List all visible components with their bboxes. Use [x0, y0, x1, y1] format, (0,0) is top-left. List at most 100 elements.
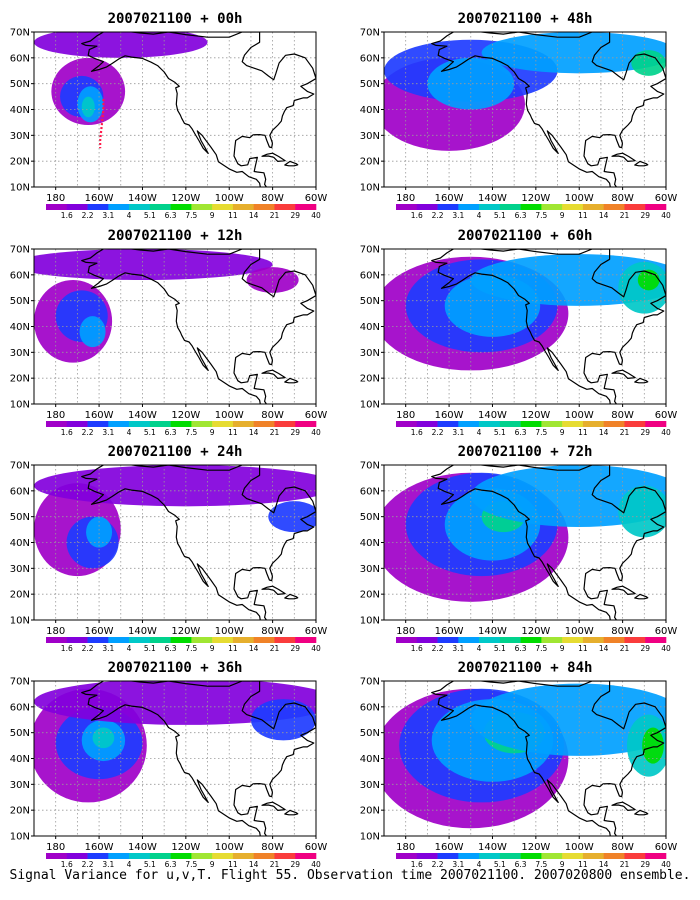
lat-tick-label: 40N [360, 322, 380, 333]
lat-tick-label: 40N [10, 538, 30, 549]
lon-tick-label: 60W [305, 626, 328, 637]
colorbar-label: 1.6 [61, 860, 73, 869]
colorbar-label: 3.1 [102, 428, 114, 437]
lat-tick-label: 30N [10, 131, 30, 142]
grid [384, 465, 666, 620]
colorbar-swatch [232, 637, 254, 643]
colorbar-label: 11 [228, 644, 238, 653]
colorbar: 1.6 2.2 3.1 4 5.1 6.3 7.5 9 11 14 21 29 40 [396, 637, 671, 653]
lat-tick-label: 10N [360, 400, 380, 411]
colorbar-swatch [416, 204, 438, 210]
lat-tick-label: 70N [360, 245, 380, 256]
colorbar-label: 5.1 [494, 644, 506, 653]
panel-title: 2007021100 + 24h [108, 444, 243, 460]
lat-tick-label: 50N [360, 512, 380, 523]
lon-tick-label: 60W [305, 193, 328, 204]
lon-tick-label: 80W [611, 410, 634, 421]
field-contour [250, 699, 316, 741]
colorbar-label: 9 [210, 644, 215, 653]
colorbar-label: 14 [249, 211, 259, 220]
colorbar-label: 7.5 [185, 644, 197, 653]
grid [34, 465, 316, 620]
colorbar-swatch [212, 853, 234, 859]
lon-tick-label: 80W [611, 842, 634, 853]
colorbar-swatch [582, 637, 604, 643]
colorbar-label: 1.6 [61, 428, 73, 437]
colorbar-label: 5.1 [144, 644, 156, 653]
lon-tick-label: 120W [171, 626, 200, 637]
field-contour [86, 516, 113, 548]
lat-tick-label: 10N [10, 400, 30, 411]
colorbar-label: 4 [477, 644, 482, 653]
colorbar-swatch [170, 204, 192, 210]
colorbar-swatch [212, 204, 234, 210]
lon-tick-label: 160W [435, 193, 464, 204]
colorbar-label: 21 [270, 211, 280, 220]
colorbar-label: 40 [311, 860, 321, 869]
lat-tick-label: 50N [360, 728, 380, 739]
colorbar-swatch [66, 204, 88, 210]
lon-tick-label: 180 [46, 842, 65, 853]
lat-tick-label: 40N [10, 322, 30, 333]
colorbar-swatch [66, 637, 88, 643]
colorbar-label: 7.5 [185, 860, 197, 869]
colorbar-swatch [437, 637, 459, 643]
colorbar: 1.6 2.2 3.1 4 5.1 6.3 7.5 9 11 14 21 29 40 [396, 853, 671, 869]
panel-title: 2007021100 + 48h [458, 11, 593, 27]
lon-tick-label: 60W [655, 842, 678, 853]
colorbar-label: 40 [311, 428, 321, 437]
colorbar-swatch [645, 637, 667, 643]
colorbar-swatch [295, 637, 317, 643]
lat-tick-label: 60N [10, 53, 30, 64]
colorbar-label: 29 [640, 860, 650, 869]
colorbar-label: 4 [127, 644, 132, 653]
colorbar-swatch [582, 421, 604, 427]
colorbar-swatch [87, 637, 109, 643]
colorbar-label: 4 [477, 428, 482, 437]
colorbar-label: 40 [311, 644, 321, 653]
lon-tick-label: 160W [85, 626, 114, 637]
colorbar-label: 40 [311, 211, 321, 220]
colorbar-swatch [253, 204, 275, 210]
lon-tick-label: 120W [171, 410, 200, 421]
colorbar-swatch [645, 853, 667, 859]
colorbar-label: 5.1 [144, 211, 156, 220]
lon-tick-label: 100W [565, 193, 594, 204]
colorbar-swatch [479, 637, 501, 643]
colorbar-label: 3.1 [102, 211, 114, 220]
lon-tick-label: 60W [655, 626, 678, 637]
colorbar-label: 1.6 [411, 211, 423, 220]
lon-tick-label: 60W [305, 410, 328, 421]
colorbar-swatch [624, 637, 646, 643]
colorbar-swatch [541, 421, 563, 427]
lon-tick-label: 100W [565, 842, 594, 853]
field-contour [470, 254, 666, 306]
field-contour [268, 501, 316, 533]
field-contour [81, 96, 95, 118]
colorbar-swatch [191, 853, 213, 859]
map-panel-00h: 2007021100 + 00h 10N 20N 30N 40N 50N 60N 70N 180… [10, 11, 328, 220]
coastline [431, 465, 666, 620]
colorbar-label: 3.1 [452, 428, 464, 437]
colorbar-label: 11 [228, 211, 238, 220]
colorbar: 1.6 2.2 3.1 4 5.1 6.3 7.5 9 11 14 21 29 40 [46, 853, 321, 869]
lat-tick-label: 10N [360, 832, 380, 843]
lat-tick-label: 30N [360, 780, 380, 791]
colorbar-swatch [562, 204, 584, 210]
panel-title: 2007021100 + 72h [458, 444, 593, 460]
field-contour [34, 465, 316, 507]
colorbar-label: 2.2 [82, 860, 94, 869]
colorbar-swatch [108, 637, 130, 643]
colorbar-label: 1.6 [61, 644, 73, 653]
colorbar-swatch [645, 204, 667, 210]
coastline [81, 32, 316, 187]
colorbar-label: 7.5 [535, 211, 547, 220]
colorbar-label: 4 [127, 860, 132, 869]
lon-tick-label: 80W [261, 193, 284, 204]
lat-tick-label: 10N [360, 183, 380, 194]
grid [34, 249, 316, 404]
colorbar-label: 3.1 [102, 644, 114, 653]
colorbar-swatch [149, 637, 171, 643]
lon-tick-label: 160W [435, 842, 464, 853]
panel-title: 2007021100 + 60h [458, 228, 593, 244]
